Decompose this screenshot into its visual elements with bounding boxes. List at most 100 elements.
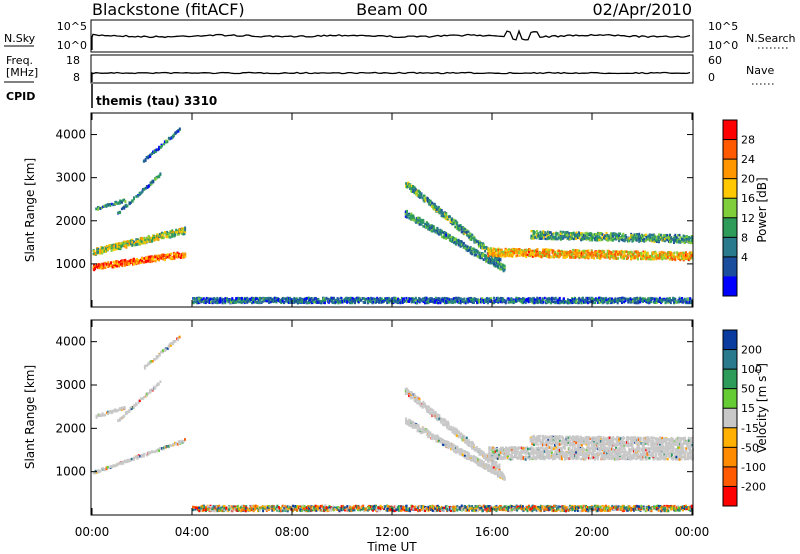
data-cell — [624, 297, 627, 300]
data-cell — [552, 249, 555, 253]
data-cell — [580, 253, 583, 256]
data-cell — [530, 229, 533, 233]
data-cell — [685, 256, 687, 259]
data-cell — [576, 252, 579, 255]
data-cell — [305, 297, 308, 300]
data-cell — [112, 244, 115, 248]
data-cell — [571, 237, 574, 240]
data-cell — [623, 257, 625, 260]
data-cell — [165, 139, 168, 142]
data-cell — [582, 236, 585, 239]
data-cell — [108, 263, 111, 266]
data-cell — [406, 213, 409, 216]
data-cell — [445, 232, 448, 235]
data-cell — [120, 416, 123, 420]
data-cell — [153, 358, 156, 361]
data-cell — [198, 297, 201, 301]
data-cell — [678, 300, 681, 303]
data-cell — [283, 297, 286, 300]
data-cell — [414, 301, 417, 305]
data-cell — [520, 298, 523, 302]
data-cell — [632, 253, 635, 256]
data-cell — [580, 232, 583, 235]
data-cell — [411, 184, 413, 188]
data-cell — [341, 300, 344, 303]
data-cell — [666, 256, 669, 259]
data-cell — [233, 301, 236, 304]
data-cell — [651, 236, 654, 239]
data-cell — [638, 252, 641, 255]
data-cell — [664, 254, 667, 257]
data-cell — [604, 253, 607, 256]
data-cell — [554, 251, 556, 254]
data-cell — [651, 254, 654, 257]
data-cell — [633, 233, 636, 236]
data-cell — [129, 259, 132, 262]
data-cell — [638, 234, 641, 237]
data-cell — [638, 238, 641, 241]
data-cell — [617, 299, 620, 302]
data-cell — [216, 298, 219, 302]
data-cell — [194, 300, 197, 303]
nsky-tick-low: 10^0 — [57, 39, 87, 52]
data-cell — [619, 236, 622, 240]
data-cell — [551, 297, 554, 300]
data-cell — [428, 199, 431, 202]
data-cell — [691, 254, 693, 258]
data-cell — [661, 257, 664, 261]
data-cell — [179, 254, 182, 257]
data-cell — [616, 301, 619, 305]
data-cell — [166, 235, 169, 238]
data-cell — [633, 255, 636, 258]
data-cell — [149, 260, 152, 264]
data-cell — [543, 296, 546, 300]
data-cell — [422, 225, 425, 228]
data-cell — [406, 182, 409, 185]
data-cell — [217, 301, 220, 304]
data-cell — [139, 258, 142, 262]
data-cell — [384, 297, 386, 301]
data-cell — [621, 296, 624, 300]
data-cell — [675, 238, 678, 242]
data-cell — [606, 250, 609, 253]
data-cell — [636, 239, 639, 242]
data-cell — [101, 252, 104, 255]
data-cell — [149, 389, 151, 392]
data-cell — [496, 249, 498, 252]
data-cell — [179, 441, 182, 445]
data-cell — [631, 300, 634, 303]
data-cell — [669, 250, 672, 254]
data-cell — [679, 240, 682, 244]
data-cell — [183, 254, 186, 258]
data-cell — [249, 300, 252, 303]
data-cell — [554, 253, 556, 256]
data-cell — [601, 251, 604, 254]
data-cell — [244, 297, 247, 301]
data-cell — [428, 202, 431, 205]
data-cell — [334, 301, 337, 305]
data-cell — [603, 253, 606, 256]
data-cell — [246, 301, 249, 304]
data-cell — [149, 361, 152, 364]
data-cell — [493, 252, 496, 256]
data-cell — [582, 249, 585, 253]
data-cell — [221, 301, 224, 305]
data-cell — [254, 297, 257, 301]
nsky-label: N.Sky — [4, 32, 36, 45]
data-cell — [512, 247, 514, 251]
data-cell — [542, 248, 545, 251]
data-cell — [652, 252, 655, 255]
data-cell — [533, 236, 536, 239]
data-cell — [468, 249, 471, 252]
data-cell — [450, 301, 453, 304]
data-cell — [315, 301, 318, 304]
data-cell — [520, 301, 523, 304]
data-cell — [184, 230, 187, 234]
data-cell — [429, 297, 432, 300]
data-cell — [657, 298, 659, 301]
data-cell — [651, 297, 654, 300]
data-cell — [643, 299, 646, 303]
data-cell — [411, 187, 413, 190]
data-cell — [493, 256, 496, 260]
data-cell — [497, 255, 500, 259]
